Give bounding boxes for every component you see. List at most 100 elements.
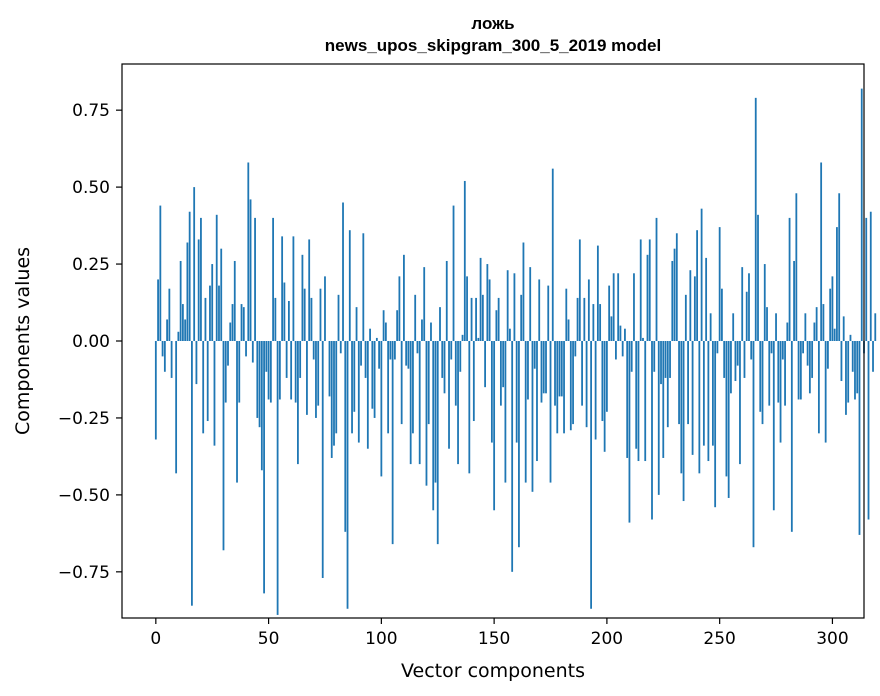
bar-221 xyxy=(653,341,656,372)
bar-130 xyxy=(448,341,450,449)
bar-83 xyxy=(342,202,344,341)
bar-140 xyxy=(470,297,473,341)
bar-10 xyxy=(177,331,180,341)
bar-154 xyxy=(502,341,505,388)
bar-248 xyxy=(714,341,717,508)
bar-95 xyxy=(369,328,371,341)
bar-310 xyxy=(854,341,856,400)
bar-296 xyxy=(822,304,825,341)
bar-277 xyxy=(779,341,782,443)
bar-175 xyxy=(549,341,552,483)
bar-2 xyxy=(159,205,162,341)
bar-307 xyxy=(847,341,850,403)
bar-258 xyxy=(736,341,739,366)
bar-251 xyxy=(721,288,723,341)
bar-59 xyxy=(287,300,290,341)
bar-61 xyxy=(292,236,295,341)
bar-0 xyxy=(154,341,157,440)
bar-160 xyxy=(515,341,518,443)
bar-98 xyxy=(375,337,378,341)
bar-136 xyxy=(461,334,464,341)
bar-230 xyxy=(673,248,676,341)
bar-124 xyxy=(434,341,437,483)
bar-17 xyxy=(193,187,196,341)
bar-148 xyxy=(488,279,491,341)
bar-286 xyxy=(799,341,802,400)
bar-222 xyxy=(655,217,658,341)
bar-103 xyxy=(387,341,390,434)
bar-165 xyxy=(527,341,529,400)
bar-1 xyxy=(157,279,159,341)
bar-195 xyxy=(594,341,597,440)
bar-234 xyxy=(682,341,685,502)
bar-40 xyxy=(245,341,247,357)
bar-93 xyxy=(364,341,367,378)
bar-176 xyxy=(551,168,554,341)
bar-254 xyxy=(727,341,730,498)
bar-202 xyxy=(610,316,613,341)
y-tick-label: −0.75 xyxy=(58,563,110,583)
bar-196 xyxy=(596,245,599,341)
bar-12 xyxy=(181,304,184,341)
bar-206 xyxy=(619,325,622,341)
bar-272 xyxy=(768,341,771,406)
bar-300 xyxy=(831,276,834,341)
bar-305 xyxy=(842,316,845,341)
bar-64 xyxy=(299,341,302,378)
bar-203 xyxy=(612,273,615,341)
bar-228 xyxy=(669,341,671,378)
bar-192 xyxy=(587,279,590,341)
bar-201 xyxy=(608,285,611,341)
bar-157 xyxy=(509,328,511,341)
bar-36 xyxy=(236,341,238,483)
x-tick-label: 0 xyxy=(150,629,161,649)
bar-72 xyxy=(317,341,320,406)
bar-172 xyxy=(542,341,545,394)
bar-229 xyxy=(671,260,674,341)
bar-198 xyxy=(601,341,604,422)
bar-47 xyxy=(260,341,263,471)
bar-274 xyxy=(772,341,775,511)
bar-55 xyxy=(278,341,281,400)
bar-153 xyxy=(499,341,502,406)
bar-82 xyxy=(339,341,342,354)
bar-166 xyxy=(529,267,532,341)
bar-77 xyxy=(328,341,331,397)
bar-244 xyxy=(705,257,708,341)
bar-73 xyxy=(319,288,322,341)
bar-281 xyxy=(788,217,791,341)
y-tick-label: 0.00 xyxy=(72,332,110,352)
bar-109 xyxy=(400,341,403,425)
bar-315 xyxy=(865,217,868,341)
bar-177 xyxy=(554,341,556,406)
bar-210 xyxy=(628,341,631,523)
bar-33 xyxy=(229,322,232,341)
bar-146 xyxy=(484,341,486,388)
bar-215 xyxy=(639,239,642,341)
bar-260 xyxy=(741,267,744,341)
bar-132 xyxy=(452,205,455,341)
chart-title-line-2: news_upos_skipgram_300_5_2019 model xyxy=(325,36,661,55)
bar-56 xyxy=(281,236,284,341)
bar-159 xyxy=(513,273,516,341)
bar-89 xyxy=(355,307,358,341)
bar-269 xyxy=(761,341,764,425)
bar-312 xyxy=(858,341,861,535)
bar-268 xyxy=(759,341,762,412)
bar-23 xyxy=(206,341,209,422)
bar-240 xyxy=(696,230,698,341)
bar-316 xyxy=(867,341,870,520)
bar-94 xyxy=(366,341,369,449)
bar-199 xyxy=(603,341,606,452)
bar-245 xyxy=(707,341,710,462)
bar-111 xyxy=(405,341,408,366)
bar-134 xyxy=(457,341,459,465)
bar-series xyxy=(154,88,877,615)
bar-90 xyxy=(357,341,360,443)
bar-158 xyxy=(511,341,514,572)
bar-259 xyxy=(739,341,741,465)
bar-15 xyxy=(188,211,191,341)
bar-263 xyxy=(748,273,750,341)
bar-200 xyxy=(605,341,608,412)
